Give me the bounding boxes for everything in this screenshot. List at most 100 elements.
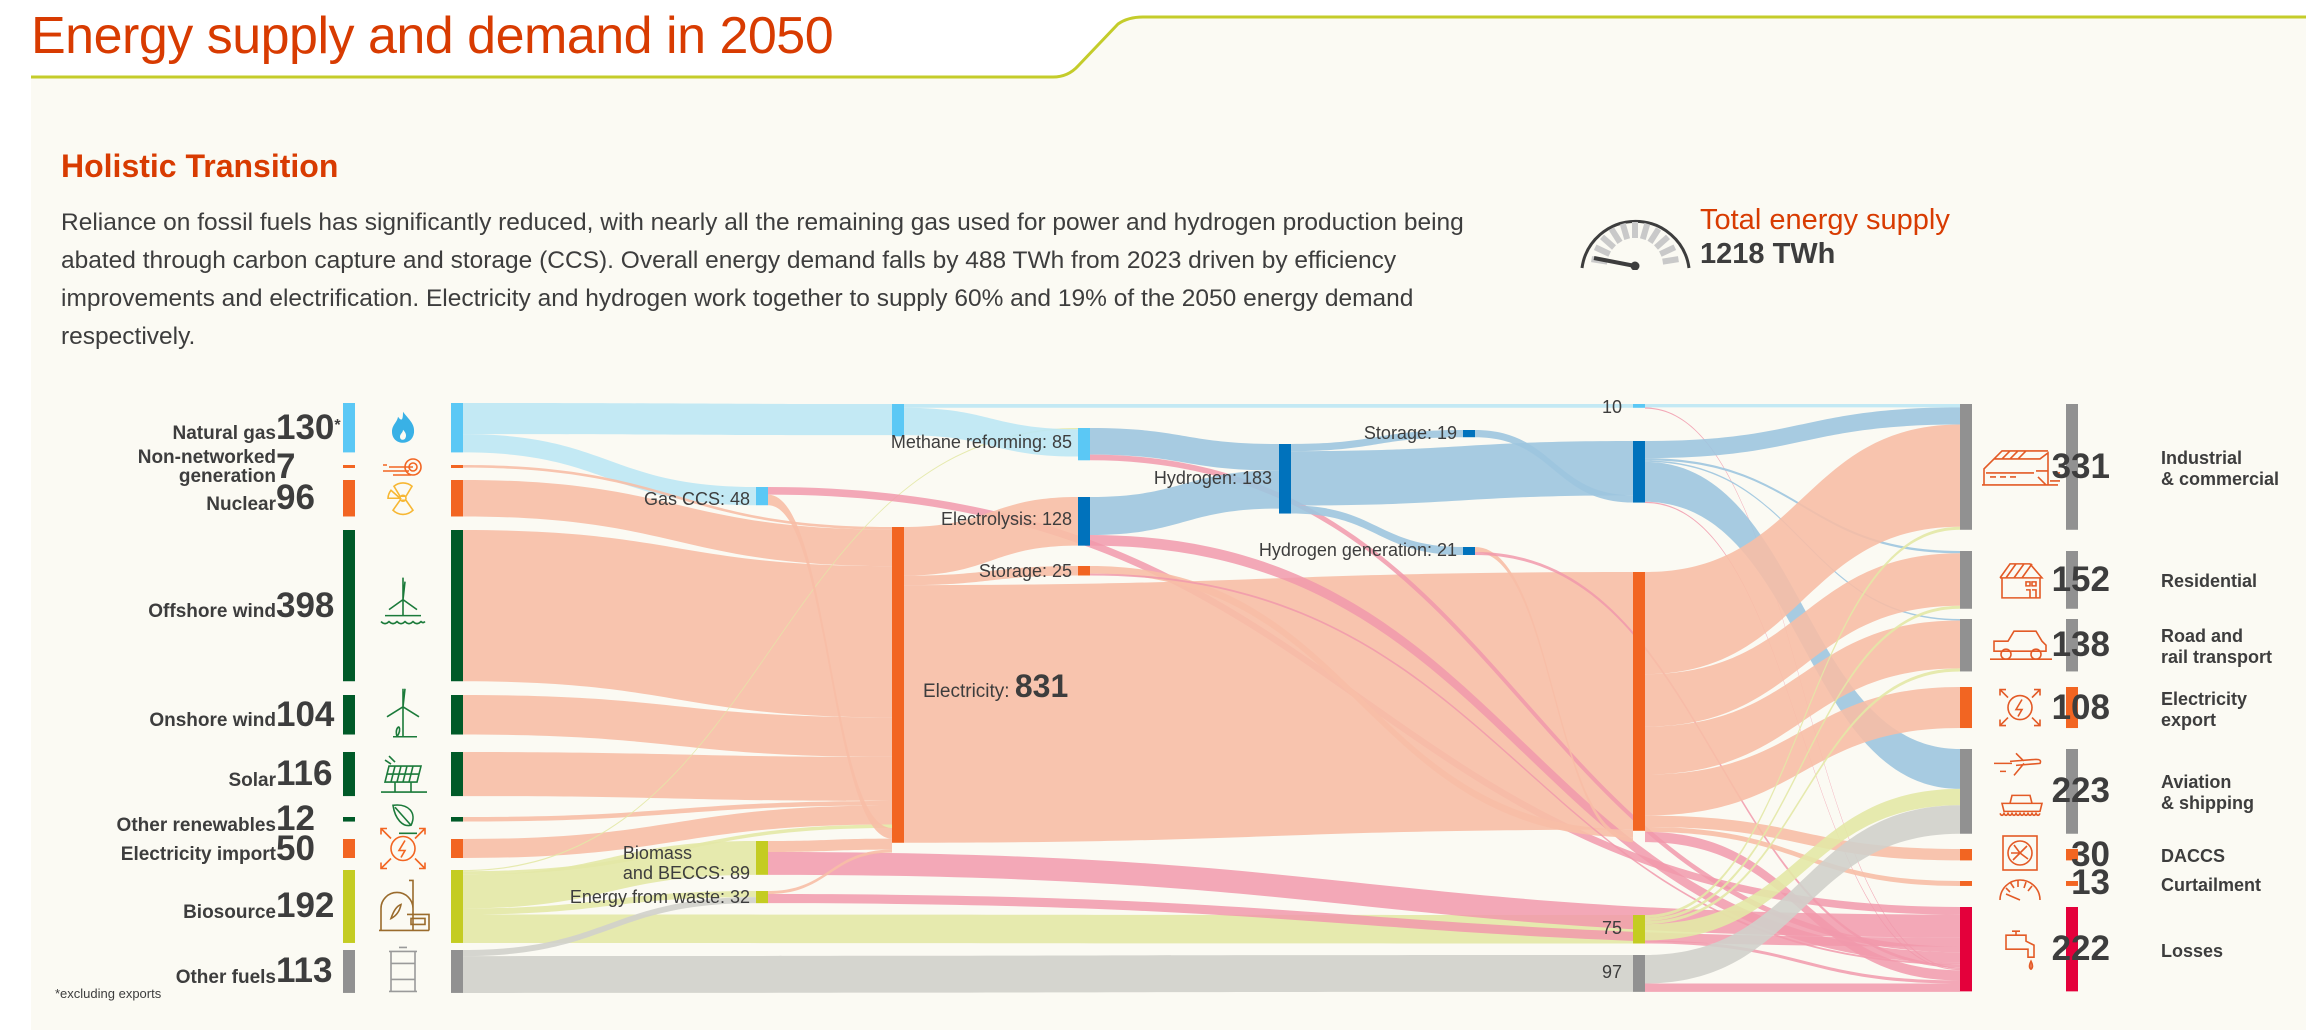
flow-nonnet-to-elec [463, 465, 892, 530]
node-import [451, 839, 463, 858]
gauge-icon [1999, 879, 2041, 901]
node-label-efw: Energy from waste: 32 [569, 887, 750, 907]
radiation-icon [387, 482, 415, 516]
offshore-turbine-icon [380, 577, 426, 625]
flow-offshore-to-elec [463, 530, 892, 718]
node-curtail [1960, 881, 1972, 886]
total-supply-value: 1218 TWh [1700, 238, 1836, 270]
node-gaspass [892, 404, 904, 437]
node-industrial [1960, 404, 1972, 530]
node-residential [1960, 551, 1972, 609]
flow-h2-to-stor19 [1291, 430, 1463, 452]
flow-elec-to-stor25 [904, 566, 1078, 586]
source-label-ng: Natural gas [172, 423, 276, 445]
gauge-tick [1608, 227, 1623, 244]
total-supply-label: Total energy supply [1700, 204, 1950, 236]
flow-elecF-to-road [1645, 620, 1960, 775]
legend-bar-losses [2066, 907, 2078, 992]
node-label-stor25: Storage: 25 [978, 561, 1072, 581]
source-label-import: Electricity import [120, 844, 276, 865]
node-biomass [756, 841, 768, 875]
node-nuclear [451, 480, 463, 517]
sink-label-curtail: Curtailment [2161, 874, 2262, 895]
source-value-nonnet: 7 [276, 447, 296, 486]
gauge-tick [1654, 234, 1670, 250]
source-label-solar: Solar [228, 769, 276, 791]
solar-panel-icon [381, 755, 427, 793]
node-road [1960, 619, 1972, 672]
flow-otherfuels-to-efw [463, 897, 756, 957]
source-label-otherren: Other renewables [116, 814, 276, 836]
node-stor25 [1078, 566, 1090, 576]
legend-bar-nonnet [343, 465, 355, 468]
sink-label-losses: Losses [2161, 940, 2224, 961]
tap-icon [2005, 930, 2035, 971]
sink-value-aviation: 223 [2051, 771, 2110, 811]
flow-elec-to-electrolysis [904, 497, 1078, 576]
source-value-solar: 116 [276, 754, 333, 794]
sink-label-residential: Residential [2161, 571, 2258, 592]
node-bioF [1633, 915, 1645, 944]
gauge-tick [1600, 234, 1616, 250]
gauge-icon [1580, 219, 1691, 270]
flow-bio-to-efw [463, 891, 756, 915]
gauge-tick [1647, 227, 1662, 244]
footnote: *excluding exports [55, 986, 162, 1001]
source-value-nuclear: 96 [276, 478, 315, 518]
flow-h2-to-h2gen [1291, 505, 1463, 555]
flow-bioF-to-industrial [1645, 526, 1960, 919]
source-label-bio: Biosource [183, 901, 276, 923]
flow-gasccs-to-elec [768, 494, 892, 839]
sink-value-losses: 222 [2051, 929, 2110, 969]
flow-stor25-to-losses [1090, 573, 1960, 965]
node-nonnet [451, 465, 463, 468]
section-subtitle: Holistic Transition [61, 148, 339, 184]
node-solar [451, 752, 463, 797]
node-onshore [451, 695, 463, 735]
wind-swirl-icon [383, 458, 422, 476]
node-offshore [451, 530, 463, 682]
flow-elecF-to-export [1645, 687, 1960, 816]
factory-icon [1982, 450, 2060, 486]
plane-ship-icon [1994, 752, 2044, 817]
flow-electrolysis-to-losses [1090, 535, 1960, 963]
fan-icon [2002, 835, 2038, 871]
flow-bio-to-mr [463, 428, 1078, 872]
node-electrolysis [1078, 497, 1090, 546]
node-label-electrolysis: Electrolysis: 128 [940, 509, 1072, 529]
electricity-import-icon [380, 827, 426, 870]
flow-efw-to-elec [768, 849, 892, 895]
source-value-bio: 192 [276, 886, 335, 926]
node-losses [1960, 907, 1972, 992]
sink-label-daccs: DACCS [2161, 846, 2226, 867]
node-bio [451, 870, 463, 943]
source-label-nuclear: Nuclear [206, 493, 276, 515]
description-paragraph: Reliance on fossil fuels has significant… [61, 209, 1464, 350]
flow-nuclear-to-elec [463, 480, 892, 567]
node-gasF [1633, 404, 1645, 408]
header-accent-stroke [31, 15, 2306, 79]
flow-bioF-to-aviation [1645, 788, 1960, 941]
node-elecF [1633, 572, 1645, 831]
legend-bar-residential [2066, 551, 2078, 609]
flow-elec-to-elecF [904, 572, 1633, 843]
flow-h2F-to-industrial [1645, 407, 1960, 459]
node-ng [451, 403, 463, 453]
flow-otherF-to-losses [1645, 983, 1960, 992]
flow-elecF-to-residential [1645, 553, 1960, 727]
node-otherren [451, 817, 463, 822]
legend-bar-offshore [343, 530, 355, 682]
node-stor19 [1463, 430, 1475, 438]
node-h2 [1279, 444, 1291, 514]
flow-otherren-to-elec [463, 800, 892, 822]
flow-onshore-to-elec [463, 695, 892, 757]
flow-solar-to-elec [463, 752, 892, 801]
gauge-tick [1662, 256, 1679, 265]
onshore-turbine-icon [386, 688, 420, 738]
flow-mr-to-h2 [1090, 428, 1279, 471]
flow-stor19-to-h2F [1475, 430, 1633, 503]
sink-label-export: Electricity export [2161, 688, 2248, 730]
flow-h2gen-to-elecF [1475, 547, 1633, 843]
legend-bar-import [343, 839, 355, 858]
